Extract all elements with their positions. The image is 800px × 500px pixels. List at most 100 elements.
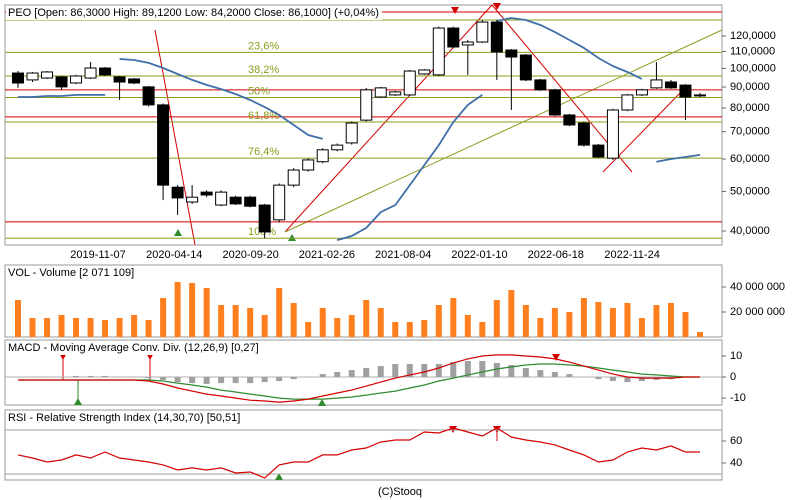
signal-arrow — [552, 354, 560, 361]
y-tick-label: 120,0000 — [730, 30, 776, 42]
volume-bar — [363, 300, 370, 337]
histogram-bar — [319, 374, 326, 378]
histogram-bar — [624, 377, 631, 383]
candle-body — [534, 79, 547, 91]
candle-body — [519, 54, 532, 81]
x-tick-label: 2022-11-24 — [604, 249, 659, 261]
histogram-bar — [580, 377, 587, 378]
histogram-bar — [566, 374, 573, 378]
y-tick-label: -10 — [730, 392, 746, 404]
histogram-bar — [363, 367, 370, 378]
panel-title: RSI - Relative Strength Index (14,30,70)… — [8, 412, 240, 424]
histogram-bar — [174, 377, 181, 383]
moving-average — [656, 154, 701, 163]
histogram-bar — [232, 377, 239, 384]
volume-bar — [102, 320, 109, 337]
y-tick-label: 40 000 000 — [730, 281, 785, 293]
candle-body — [606, 109, 619, 159]
candle-body — [621, 94, 634, 111]
volume-bar — [435, 305, 442, 337]
volume-bar — [58, 315, 65, 337]
histogram-bar — [522, 367, 529, 378]
candle-body — [287, 169, 300, 186]
volume-bar — [160, 298, 167, 337]
histogram-bar — [609, 377, 616, 382]
y-tick-label: 50,0000 — [730, 185, 770, 197]
volume-bar — [189, 283, 196, 337]
volume-bar — [493, 300, 500, 337]
candle-body — [650, 79, 663, 89]
candle-body — [693, 94, 706, 97]
candle-body — [128, 78, 141, 84]
histogram-bar — [203, 377, 210, 384]
signal-arrow — [318, 399, 326, 406]
candle-body — [447, 27, 460, 48]
candle-body — [505, 49, 518, 58]
histogram-bar — [595, 377, 602, 380]
panel-title-bg — [6, 6, 382, 20]
candle-body — [418, 69, 431, 75]
volume-bar — [392, 322, 399, 337]
panel-title: VOL - Volume [2 071 109] — [8, 267, 134, 279]
histogram-bar — [247, 377, 254, 384]
candle-body — [679, 84, 692, 98]
moving-average — [18, 94, 106, 98]
moving-average — [496, 17, 643, 80]
histogram-bar — [160, 377, 167, 380]
volume-bar — [218, 305, 225, 337]
histogram-bar — [508, 365, 515, 378]
volume-bar — [116, 318, 123, 337]
volume-bar — [261, 315, 268, 337]
volume-bar — [15, 300, 21, 337]
candle-body — [490, 21, 503, 53]
panel-title-bg — [6, 411, 244, 425]
volume-bar — [247, 308, 254, 337]
histogram-bar — [102, 375, 109, 378]
fib-label: 61,8% — [248, 110, 279, 122]
candle-body — [244, 196, 257, 207]
candle-body — [55, 76, 68, 88]
histogram-bar — [58, 377, 65, 378]
candle-body — [664, 81, 677, 89]
histogram-bar — [218, 377, 225, 384]
volume-bar — [580, 298, 587, 337]
histogram-bar — [537, 370, 544, 378]
volume-bar — [377, 308, 384, 337]
histogram-bar — [116, 377, 123, 378]
candle-body — [316, 149, 329, 163]
x-tick-label: 2020-04-14 — [146, 249, 202, 261]
histogram-bar — [479, 361, 486, 378]
candle-body — [200, 191, 213, 196]
footer: (C)Stooq — [378, 486, 422, 498]
indicator-line — [17, 427, 700, 479]
volume-bar — [232, 305, 239, 337]
candle-body — [476, 21, 489, 43]
histogram-bar — [305, 377, 312, 378]
histogram-bar — [392, 363, 399, 378]
candle-body — [12, 72, 24, 84]
volume-bar — [421, 320, 428, 337]
y-tick-label: 110,0000 — [730, 45, 775, 57]
histogram-bar — [421, 363, 428, 378]
histogram-bar — [435, 363, 442, 378]
panel-title: MACD - Moving Average Conv. Div. (12,26,… — [8, 342, 259, 354]
moving-average — [336, 94, 483, 241]
volume-bar — [522, 305, 529, 337]
y-tick-label: 70,0000 — [730, 126, 770, 138]
signal-arrow — [451, 7, 459, 14]
candle-body — [273, 184, 286, 221]
volume-bar — [696, 332, 703, 337]
volume-bar — [551, 308, 558, 337]
volume-bar — [334, 318, 341, 337]
candle-body — [548, 89, 561, 116]
trend-line — [284, 29, 723, 233]
panel-title: PEO [Open: 86,3000 High: 89,1200 Low: 84… — [8, 7, 379, 19]
volume-bar — [290, 303, 297, 337]
candle-body — [432, 27, 445, 76]
histogram-bar — [464, 361, 471, 378]
candle-body — [229, 196, 242, 205]
y-tick-label: 40,0000 — [730, 225, 770, 237]
candle-body — [635, 89, 648, 96]
y-tick-label: 10 — [730, 350, 742, 362]
volume-bar — [87, 318, 94, 337]
